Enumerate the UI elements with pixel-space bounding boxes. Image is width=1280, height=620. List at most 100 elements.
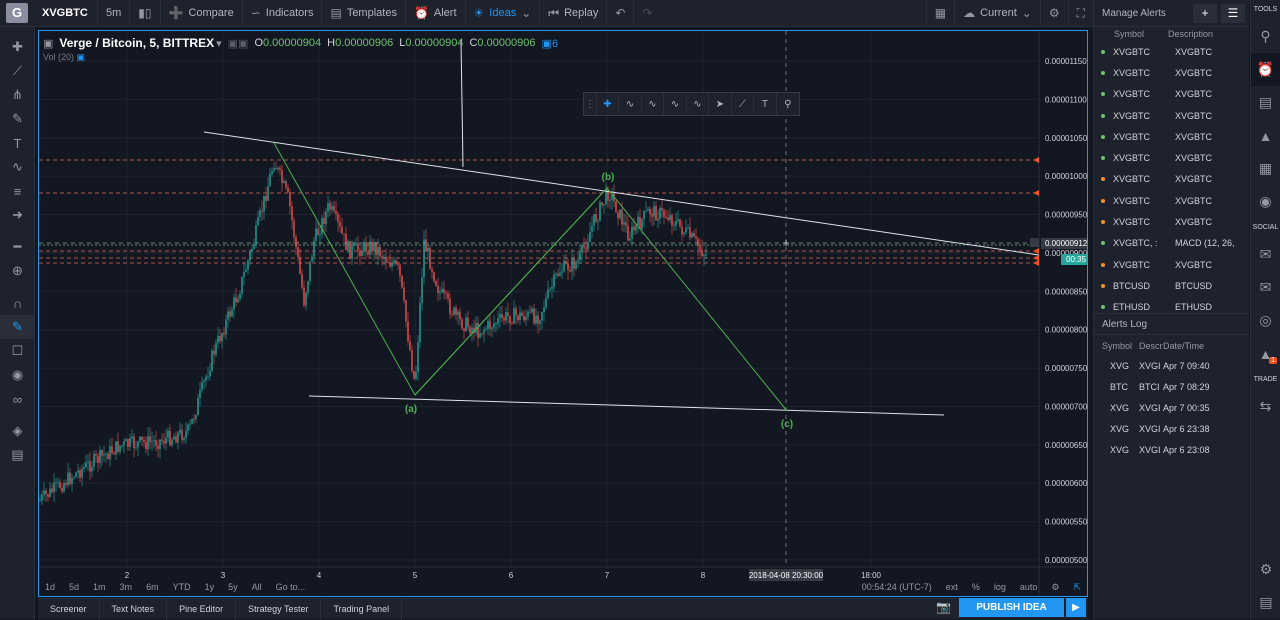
zoom-in-icon[interactable]: ⊕ xyxy=(12,263,23,278)
range-button-1d[interactable]: 1d xyxy=(45,582,56,592)
triangle-pattern-icon[interactable]: ∿ xyxy=(664,93,687,115)
templates-button[interactable]: ▤ Templates xyxy=(322,0,406,27)
wave-leg[interactable] xyxy=(414,187,608,396)
settings-button[interactable]: ⚙ xyxy=(1041,0,1069,27)
alert-row[interactable]: XVGBTC XVGBTC xyxy=(1094,211,1249,232)
layout-grid-button[interactable]: ▦ xyxy=(925,0,956,27)
chat-icon[interactable]: ✉ xyxy=(1259,246,1272,262)
alert-row[interactable]: XVGBTC, : MACD (12, 26, xyxy=(1094,233,1249,254)
alert-marker-icon[interactable] xyxy=(1033,248,1039,254)
log-row[interactable]: XVG XVGI Apr 6 23:38 xyxy=(1094,418,1249,439)
chart-pane[interactable]: 0.00001150 0.00001100 0.00001050 0.00001000… xyxy=(38,30,1088,597)
upper-trendline[interactable] xyxy=(203,131,1040,256)
collapse-icon[interactable]: ▣ xyxy=(43,37,54,50)
xabcd-pattern-icon[interactable]: ∿ xyxy=(619,93,642,115)
undo-button[interactable]: ↶ xyxy=(607,0,635,27)
publish-idea-button[interactable]: PUBLISH IDEA xyxy=(959,598,1064,617)
add-alert-button[interactable]: + xyxy=(1193,4,1217,23)
compare-button[interactable]: ➕ Compare xyxy=(161,0,243,27)
log-row[interactable]: BTC BTCI Apr 7 08:29 xyxy=(1094,376,1249,397)
alert-row[interactable]: XVGBTC XVGBTC xyxy=(1094,105,1249,126)
streams-icon[interactable]: ◎ xyxy=(1259,312,1272,328)
messages-icon[interactable]: ✉ xyxy=(1259,279,1272,295)
alert-marker-icon[interactable] xyxy=(1033,260,1039,266)
brush-tool-icon[interactable]: ✎ xyxy=(12,111,23,126)
col-description[interactable]: Description xyxy=(1168,29,1214,39)
log-scale-button[interactable]: log xyxy=(993,582,1006,592)
trendline-tool-icon[interactable]: ⟋ xyxy=(12,63,23,78)
log-row[interactable]: XVG XVGI Apr 7 09:40 xyxy=(1094,355,1249,376)
replay-button[interactable]: ⏮ Replay xyxy=(540,0,608,27)
log-col-symbol[interactable]: Symbol xyxy=(1102,341,1133,351)
abcd-pattern-icon[interactable]: ∿ xyxy=(642,93,665,115)
clock-label[interactable]: 00:54:24 (UTC-7) xyxy=(861,582,932,592)
range-button-3m[interactable]: 3m xyxy=(119,582,133,592)
alert-marker-icon[interactable] xyxy=(1033,190,1039,196)
prediction-tool-icon[interactable]: ≡ xyxy=(13,183,22,199)
layers-icon[interactable]: ◈ xyxy=(12,423,23,438)
data-window-icon[interactable]: ▤ xyxy=(1258,94,1273,110)
range-button-6m[interactable]: 6m xyxy=(146,582,159,592)
ideas-button[interactable]: ☀ Ideas ⌄ xyxy=(466,0,541,27)
arrow-tool-icon[interactable]: ➜ xyxy=(12,207,23,222)
redo-button[interactable]: ↷ xyxy=(634,0,660,27)
alert-row[interactable]: XVGBTC XVGBTC xyxy=(1094,169,1249,190)
alert-row[interactable]: XVGBTC XVGBTC xyxy=(1094,62,1249,83)
wave-label-b[interactable]: (b) xyxy=(602,172,615,183)
goto-button[interactable]: Go to... xyxy=(275,582,306,592)
link-icon[interactable]: ∞ xyxy=(12,391,23,407)
crosshair-icon[interactable]: ✚ xyxy=(597,93,620,115)
hotlist-icon[interactable]: ▲ xyxy=(1258,127,1273,144)
elliott-wave-icon[interactable]: ∿ xyxy=(687,93,710,115)
expand-icon[interactable]: ⇱ xyxy=(1073,581,1081,592)
tab-text-notes[interactable]: Text Notes xyxy=(100,598,168,620)
log-row[interactable]: XVG XVGI Apr 7 00:35 xyxy=(1094,397,1249,418)
vertical-line[interactable] xyxy=(460,38,464,168)
volume-settings-icon[interactable]: ▣ xyxy=(76,52,86,62)
log-row[interactable]: XVG XVGI Apr 6 23:08 xyxy=(1094,439,1249,460)
range-button-5d[interactable]: 5d xyxy=(69,582,80,592)
legend-symbol-name[interactable]: Verge / Bitcoin, 5, BITTREX xyxy=(59,36,215,50)
interval-button[interactable]: 5m xyxy=(98,0,131,27)
text-icon[interactable]: T xyxy=(754,93,777,115)
alerts-clock-icon[interactable]: ⏰ xyxy=(1251,53,1280,86)
calendar-icon[interactable]: ▦ xyxy=(1258,160,1273,176)
alert-row[interactable]: XVGBTC XVGBTC xyxy=(1094,126,1249,147)
chart-canvas[interactable]: 0.00001150 0.00001100 0.00001050 0.00001000… xyxy=(39,31,1088,597)
watchlist-icon[interactable]: ⚲ xyxy=(1260,28,1271,44)
gear-icon[interactable]: ⚙ xyxy=(1051,581,1060,592)
ideas-stream-icon[interactable]: ◉ xyxy=(1259,193,1272,209)
log-col-description[interactable]: Description xyxy=(1139,341,1163,351)
ruler-tool-icon[interactable]: ━ xyxy=(13,239,22,254)
alert-button[interactable]: ⏰ Alert xyxy=(406,0,466,27)
magnet-icon[interactable]: ∩ xyxy=(12,295,23,311)
tab-strategy-tester[interactable]: Strategy Tester xyxy=(236,598,322,620)
wave-label-c[interactable]: (c) xyxy=(781,419,793,430)
crosshair-tool-icon[interactable]: ✚ xyxy=(12,39,23,54)
alert-row[interactable]: XVGBTC XVGBTC xyxy=(1094,254,1249,275)
log-col-time[interactable]: Date/Time xyxy=(1163,341,1205,351)
add-alert-plus-icon[interactable] xyxy=(1030,238,1039,247)
alerts-menu-icon[interactable]: ☰ xyxy=(1221,4,1245,23)
alert-row[interactable]: XVGBTC XVGBTC xyxy=(1094,190,1249,211)
settings-gear-icon[interactable]: ⚙ xyxy=(1259,561,1273,577)
legend-eye-icon[interactable]: ▣▣ xyxy=(227,37,249,50)
lower-trendline[interactable] xyxy=(308,395,945,416)
chevron-down-icon[interactable]: ▾ xyxy=(216,37,222,50)
alert-count-badge[interactable]: ▣6 xyxy=(541,37,559,50)
alert-row[interactable]: ETHUSD ETHUSD xyxy=(1094,297,1249,313)
range-button-ytd[interactable]: YTD xyxy=(172,582,191,592)
text-tool-icon[interactable]: T xyxy=(13,135,22,151)
pin-icon[interactable]: ⚲ xyxy=(784,98,792,110)
range-button-all[interactable]: All xyxy=(251,582,262,592)
range-button-1m[interactable]: 1m xyxy=(93,582,106,592)
line-tool-icon[interactable]: ⟋ xyxy=(732,93,755,115)
logo[interactable]: G xyxy=(6,3,28,23)
volume-legend[interactable]: Vol (20) ▣ xyxy=(43,52,85,63)
alert-row[interactable]: BTCUSD BTCUSD xyxy=(1094,275,1249,296)
layout-save-button[interactable]: ☁ Current ⌄ xyxy=(955,0,1041,27)
symbol-search[interactable]: XVGBTC xyxy=(34,0,98,27)
pattern-tool-icon[interactable]: ∿ xyxy=(12,159,23,174)
col-symbol[interactable]: Symbol xyxy=(1114,29,1145,39)
trading-panel-icon[interactable]: ⇆ xyxy=(1259,398,1272,414)
